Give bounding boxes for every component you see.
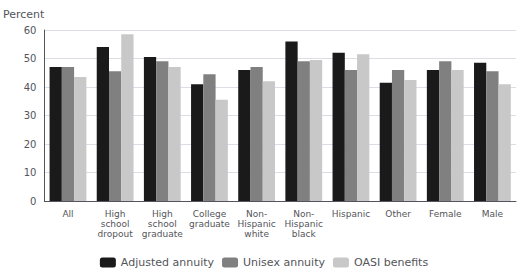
svg-text:High: High — [152, 209, 173, 219]
svg-text:30: 30 — [24, 110, 37, 121]
svg-text:Non-: Non- — [246, 209, 267, 219]
svg-text:Adjusted annuity: Adjusted annuity — [121, 256, 215, 269]
svg-text:Hispanic: Hispanic — [285, 219, 323, 229]
svg-text:dropout: dropout — [98, 229, 134, 239]
svg-text:College: College — [193, 209, 227, 219]
svg-text:10: 10 — [24, 167, 37, 178]
svg-text:Unisex annuity: Unisex annuity — [243, 256, 325, 269]
svg-text:Other: Other — [385, 209, 411, 219]
svg-text:40: 40 — [24, 82, 37, 93]
svg-text:white: white — [244, 229, 269, 239]
svg-text:Female: Female — [429, 209, 462, 219]
svg-text:graduate: graduate — [142, 229, 183, 239]
svg-text:school: school — [101, 219, 130, 229]
svg-text:50: 50 — [24, 53, 37, 64]
svg-text:High: High — [105, 209, 126, 219]
svg-text:0: 0 — [30, 196, 36, 207]
svg-text:60: 60 — [24, 25, 37, 36]
svg-text:school: school — [148, 219, 177, 229]
svg-text:OASI benefits: OASI benefits — [354, 256, 428, 269]
svg-text:Non-: Non- — [293, 209, 314, 219]
svg-text:20: 20 — [24, 139, 37, 150]
svg-text:Hispanic: Hispanic — [237, 219, 275, 229]
svg-text:black: black — [292, 229, 317, 239]
svg-text:Percent: Percent — [3, 8, 45, 21]
svg-text:All: All — [62, 209, 73, 219]
svg-text:Male: Male — [482, 209, 504, 219]
svg-text:Hispanic: Hispanic — [332, 209, 370, 219]
svg-text:graduate: graduate — [189, 219, 230, 229]
